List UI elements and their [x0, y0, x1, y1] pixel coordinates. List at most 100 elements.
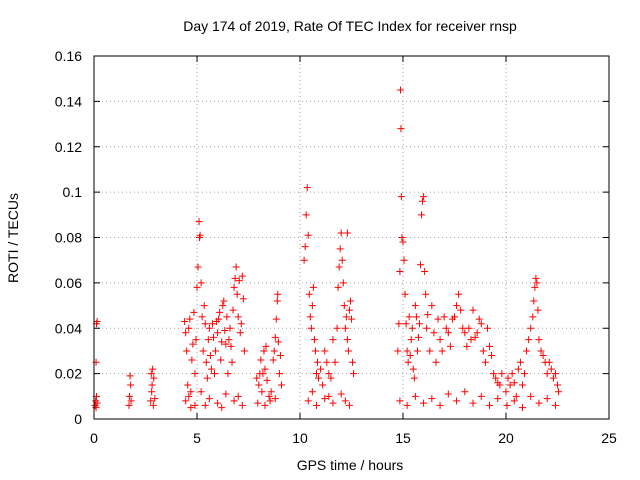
data-point	[311, 347, 319, 355]
data-point	[340, 302, 348, 310]
x-tick-label: 10	[292, 430, 308, 446]
data-point	[221, 327, 229, 335]
y-axis-label: ROTI / TECUs	[5, 193, 21, 283]
data-point	[397, 193, 405, 201]
data-point	[312, 401, 320, 409]
data-point	[455, 290, 463, 298]
x-axis-label: GPS time / hours	[297, 457, 404, 473]
data-point	[444, 390, 452, 398]
data-point	[420, 193, 428, 201]
data-point	[459, 324, 467, 332]
data-point	[230, 397, 238, 405]
data-point	[205, 395, 213, 403]
data-point	[274, 290, 282, 298]
data-point	[403, 347, 411, 355]
data-point	[411, 392, 419, 400]
data-point	[276, 351, 284, 359]
data-point	[217, 356, 225, 364]
data-point	[149, 365, 157, 373]
data-point	[127, 381, 135, 389]
data-point	[234, 313, 242, 321]
data-point	[555, 388, 563, 396]
data-point	[262, 342, 270, 350]
data-point	[510, 397, 518, 405]
data-point	[486, 401, 494, 409]
data-point	[274, 338, 282, 346]
data-point	[346, 297, 354, 305]
data-point	[334, 283, 342, 291]
data-point	[422, 290, 430, 298]
data-point	[473, 329, 481, 337]
y-tick-label: 0.06	[55, 275, 82, 291]
data-point	[148, 388, 156, 396]
data-point	[329, 336, 337, 344]
data-point	[465, 324, 473, 332]
data-points-layer	[91, 86, 563, 412]
data-point	[312, 370, 320, 378]
data-point	[405, 313, 413, 321]
data-point	[199, 347, 207, 355]
data-point	[419, 197, 427, 205]
data-point	[402, 320, 410, 328]
data-point	[434, 315, 442, 323]
data-point	[418, 211, 426, 219]
data-point	[514, 365, 522, 373]
data-point	[426, 347, 434, 355]
data-point	[239, 295, 247, 303]
data-point	[438, 347, 446, 355]
data-point	[461, 329, 469, 337]
data-point	[477, 392, 485, 400]
data-point	[408, 324, 416, 332]
data-point	[204, 336, 212, 344]
data-point	[395, 320, 403, 328]
data-point	[263, 376, 271, 384]
data-point	[272, 315, 280, 323]
y-tick-label: 0.02	[55, 366, 82, 382]
data-point	[214, 399, 222, 407]
data-point	[327, 374, 335, 382]
x-tick-label: 15	[395, 430, 411, 446]
data-point	[232, 263, 240, 271]
x-tick-label: 25	[601, 430, 617, 446]
data-point	[531, 283, 539, 291]
data-point	[337, 390, 345, 398]
data-point	[323, 358, 331, 366]
data-point	[303, 184, 311, 192]
data-point	[227, 342, 235, 350]
data-point	[343, 229, 351, 237]
y-tick-label: 0	[74, 411, 82, 427]
data-point	[147, 397, 155, 405]
data-point	[463, 342, 471, 350]
data-point	[205, 324, 213, 332]
data-point	[229, 306, 237, 314]
data-point	[510, 379, 518, 387]
data-point	[222, 390, 230, 398]
data-point	[432, 358, 440, 366]
data-point	[527, 324, 535, 332]
data-point	[554, 381, 561, 389]
data-point	[440, 313, 448, 321]
data-point	[457, 306, 465, 314]
data-point	[309, 283, 317, 291]
data-point	[273, 297, 281, 305]
data-point	[266, 397, 274, 405]
data-point	[523, 347, 531, 355]
data-point	[428, 302, 436, 310]
data-point	[527, 392, 535, 400]
data-point	[191, 370, 199, 378]
data-point	[201, 401, 209, 409]
data-point	[186, 315, 194, 323]
data-point	[421, 268, 429, 276]
data-point	[350, 370, 358, 378]
data-point	[394, 347, 402, 355]
data-point	[182, 397, 190, 405]
data-point	[496, 381, 504, 389]
data-point	[471, 333, 479, 341]
data-point	[271, 333, 279, 341]
x-tick-label: 0	[90, 430, 98, 446]
data-point	[325, 392, 333, 400]
data-point	[453, 302, 461, 310]
data-point	[215, 315, 223, 323]
data-point	[220, 297, 228, 305]
data-point	[319, 381, 327, 389]
